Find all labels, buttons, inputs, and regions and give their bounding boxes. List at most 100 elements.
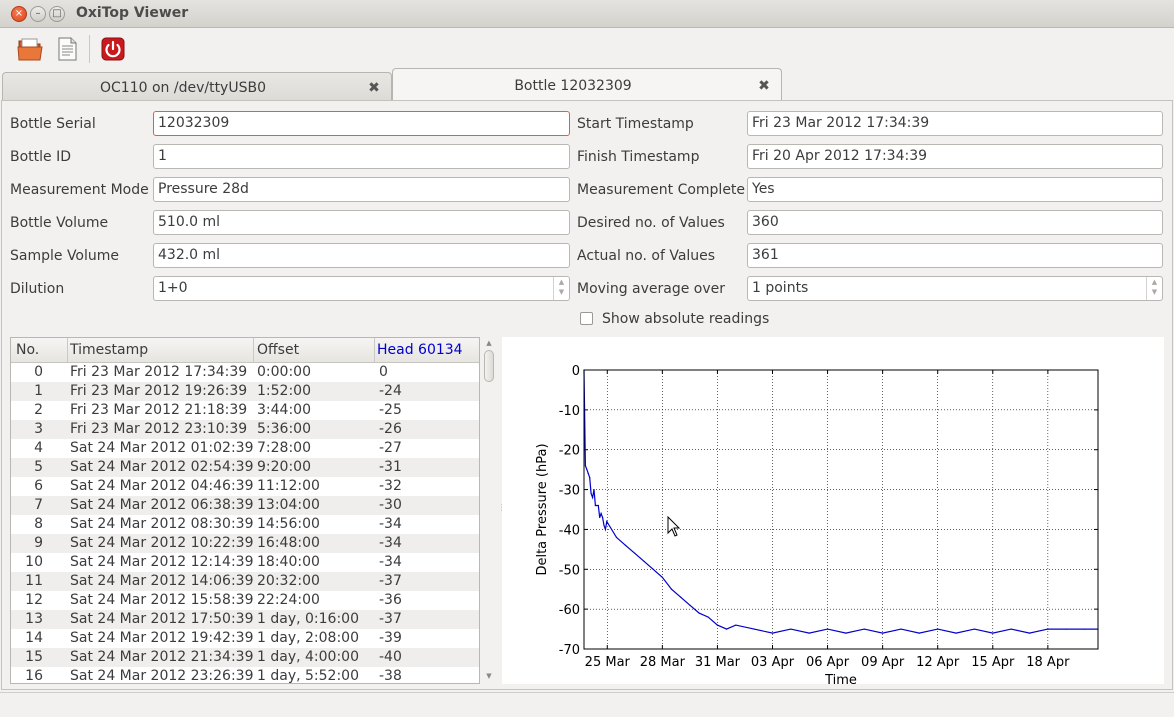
tab-bottle[interactable]: Bottle 12032309 ✖	[392, 68, 782, 101]
cell-no: 15	[25, 649, 43, 665]
x-tick-label: 06 Apr	[806, 655, 850, 670]
y-tick-label: -30	[559, 484, 580, 499]
power-icon[interactable]	[100, 36, 126, 62]
cell-head: -34	[379, 554, 402, 570]
sample-volume-field[interactable]: 432.0 ml	[153, 243, 570, 268]
actual-values-field[interactable]: 361	[747, 243, 1163, 268]
cell-head: -37	[379, 611, 402, 627]
table-row[interactable]: 6 Sat 24 Mar 2012 04:46:39 11:12:00 -32	[11, 477, 479, 496]
cell-timestamp: Sat 24 Mar 2012 17:50:39	[70, 611, 254, 627]
cell-offset: 14:56:00	[257, 516, 320, 532]
cell-no: 12	[25, 592, 43, 608]
dilution-label: Dilution	[10, 281, 65, 297]
table-row[interactable]: 14 Sat 24 Mar 2012 19:42:39 1 day, 2:08:00…	[11, 629, 479, 648]
table-row[interactable]: 10 Sat 24 Mar 2012 12:14:39 18:40:00 -34	[11, 553, 479, 572]
cell-no: 2	[34, 402, 43, 418]
window-close-button[interactable]: ×	[11, 6, 27, 22]
scroll-down-icon[interactable]: ▼	[486, 672, 492, 680]
dilution-spinbox[interactable]: 1+0 ▲ ▼	[153, 276, 570, 301]
tab-oc110[interactable]: OC110 on /dev/ttyUSB0 ✖	[2, 72, 392, 101]
x-tick-label: 03 Apr	[751, 655, 795, 670]
table-row[interactable]: 1 Fri 23 Mar 2012 19:26:39 1:52:00 -24	[11, 382, 479, 401]
cell-timestamp: Fri 23 Mar 2012 23:10:39	[70, 421, 248, 437]
mouse-cursor-icon	[667, 516, 681, 537]
table-row[interactable]: 16 Sat 24 Mar 2012 23:26:39 1 day, 5:52:00…	[11, 667, 479, 684]
window-minimize-button[interactable]: –	[30, 6, 46, 22]
window-maximize-button[interactable]: □	[49, 6, 65, 22]
cell-offset: 5:36:00	[257, 421, 311, 437]
table-row[interactable]: 9 Sat 24 Mar 2012 10:22:39 16:48:00 -34	[11, 534, 479, 553]
scroll-up-icon[interactable]: ▲	[486, 339, 492, 347]
column-header-timestamp[interactable]: Timestamp	[70, 342, 149, 358]
toolbar	[0, 29, 1174, 67]
close-icon[interactable]: ✖	[758, 78, 770, 94]
cell-offset: 1 day, 2:08:00	[257, 630, 359, 646]
desired-values-field[interactable]: 360	[747, 210, 1163, 235]
cell-head: -34	[379, 535, 402, 551]
cell-head: 0	[379, 364, 388, 380]
cell-offset: 3:44:00	[257, 402, 311, 418]
show-absolute-checkbox[interactable]	[580, 312, 593, 325]
table-scrollbar[interactable]: ▲ ▼	[482, 337, 496, 684]
splitter-handle[interactable]: ⋮	[498, 503, 506, 513]
table-row[interactable]: 2 Fri 23 Mar 2012 21:18:39 3:44:00 -25	[11, 401, 479, 420]
chart-panel: 0 -10 -20 -30 -40 -50 -60 -70 25 Mar 28 Mar 31 Mar…	[502, 337, 1164, 688]
document-icon[interactable]	[54, 36, 80, 62]
column-header-head[interactable]: Head 60134	[377, 342, 463, 358]
cell-timestamp: Fri 23 Mar 2012 17:34:39	[70, 364, 248, 380]
close-icon[interactable]: ✖	[368, 80, 380, 96]
table-row[interactable]: 13 Sat 24 Mar 2012 17:50:39 1 day, 0:16:00…	[11, 610, 479, 629]
table-row[interactable]: 11 Sat 24 Mar 2012 14:06:39 20:32:00 -37	[11, 572, 479, 591]
table-row[interactable]: 12 Sat 24 Mar 2012 15:58:39 22:24:00 -36	[11, 591, 479, 610]
actual-values-label: Actual no. of Values	[577, 248, 716, 264]
table-row[interactable]: 4 Sat 24 Mar 2012 01:02:39 7:28:00 -27	[11, 439, 479, 458]
table-row[interactable]: 7 Sat 24 Mar 2012 06:38:39 13:04:00 -30	[11, 496, 479, 515]
table-row[interactable]: 5 Sat 24 Mar 2012 02:54:39 9:20:00 -31	[11, 458, 479, 477]
spin-arrows-icon[interactable]: ▲ ▼	[1146, 277, 1162, 300]
table-row[interactable]: 0 Fri 23 Mar 2012 17:34:39 0:00:00 0	[11, 363, 479, 382]
start-timestamp-field[interactable]: Fri 23 Mar 2012 17:34:39	[747, 111, 1163, 136]
toolbar-separator	[89, 35, 90, 63]
cell-timestamp: Sat 24 Mar 2012 23:26:39	[70, 668, 254, 684]
cell-timestamp: Sat 24 Mar 2012 08:30:39	[70, 516, 254, 532]
cell-timestamp: Sat 24 Mar 2012 14:06:39	[70, 573, 254, 589]
cell-timestamp: Sat 24 Mar 2012 04:46:39	[70, 478, 254, 494]
x-tick-label: 31 Mar	[695, 655, 741, 670]
finish-timestamp-field[interactable]: Fri 20 Apr 2012 17:34:39	[747, 144, 1163, 169]
readings-table: No. Timestamp Offset Head 60134 0 Fri 23 …	[10, 337, 480, 684]
show-absolute-label: Show absolute readings	[602, 311, 770, 327]
cell-offset: 1:52:00	[257, 383, 311, 399]
cell-head: -32	[379, 478, 402, 494]
measurement-mode-field[interactable]: Pressure 28d	[153, 177, 570, 202]
dilution-value: 1+0	[158, 280, 188, 296]
column-header-offset[interactable]: Offset	[257, 342, 300, 358]
cell-head: -34	[379, 516, 402, 532]
measurement-complete-field[interactable]: Yes	[747, 177, 1163, 202]
scroll-thumb[interactable]	[484, 350, 494, 382]
bottle-serial-field[interactable]: 12032309	[153, 111, 570, 136]
cell-no: 7	[34, 497, 43, 513]
table-row[interactable]: 8 Sat 24 Mar 2012 08:30:39 14:56:00 -34	[11, 515, 479, 534]
open-folder-icon[interactable]	[17, 36, 43, 62]
cell-timestamp: Sat 24 Mar 2012 15:58:39	[70, 592, 254, 608]
column-header-no[interactable]: No.	[16, 342, 40, 358]
x-tick-label: 25 Mar	[585, 655, 631, 670]
cell-head: -26	[379, 421, 402, 437]
bottle-id-field[interactable]: 1	[153, 144, 570, 169]
table-row[interactable]: 15 Sat 24 Mar 2012 21:34:39 1 day, 4:00:00…	[11, 648, 479, 667]
moving-average-spinbox[interactable]: 1 points ▲ ▼	[747, 276, 1163, 301]
y-tick-label: -20	[559, 444, 580, 459]
table-row[interactable]: 3 Fri 23 Mar 2012 23:10:39 5:36:00 -26	[11, 420, 479, 439]
bottle-volume-field[interactable]: 510.0 ml	[153, 210, 570, 235]
spin-arrows-icon[interactable]: ▲ ▼	[553, 277, 569, 300]
cell-offset: 7:28:00	[257, 440, 311, 456]
y-tick-label: -60	[559, 603, 580, 618]
cell-offset: 13:04:00	[257, 497, 320, 513]
cell-timestamp: Sat 24 Mar 2012 02:54:39	[70, 459, 254, 475]
tab-bar: OC110 on /dev/ttyUSB0 ✖ Bottle 12032309 …	[0, 68, 1174, 101]
cell-timestamp: Sat 24 Mar 2012 01:02:39	[70, 440, 254, 456]
cell-timestamp: Sat 24 Mar 2012 19:42:39	[70, 630, 254, 646]
series-line	[583, 369, 1098, 634]
moving-average-value: 1 points	[752, 280, 809, 296]
measurement-complete-label: Measurement Complete	[577, 182, 746, 198]
